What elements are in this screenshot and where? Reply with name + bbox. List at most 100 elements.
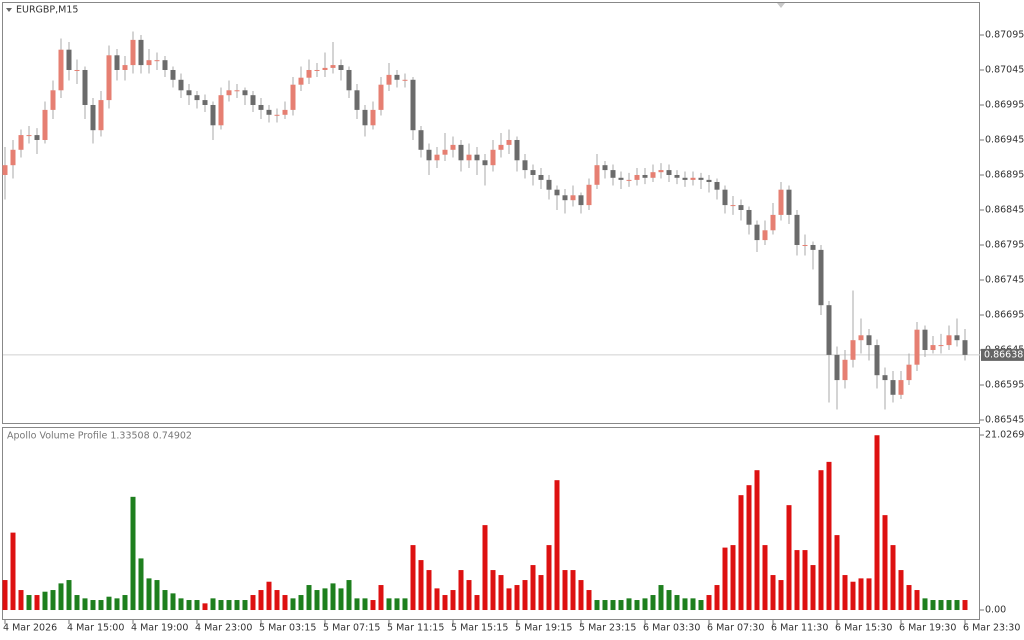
x-tick-label: 5 Mar 03:15 — [259, 623, 316, 634]
volume-bar — [434, 588, 440, 611]
candle-body — [666, 170, 672, 175]
volume-bar — [602, 600, 608, 611]
volume-bar — [802, 550, 808, 611]
candle-body — [762, 230, 768, 241]
volume-bar — [698, 600, 704, 611]
candle-body — [794, 214, 800, 245]
volume-bar — [234, 600, 240, 611]
volume-bar — [938, 600, 944, 611]
candle-body — [338, 65, 344, 70]
volume-bar — [410, 545, 416, 611]
x-tick-label: 4 Mar 23:00 — [195, 623, 252, 634]
candle-body — [122, 65, 128, 70]
candle-body — [346, 69, 352, 91]
volume-bar — [50, 590, 56, 611]
volume-bar — [570, 570, 576, 611]
volume-bar — [554, 480, 560, 611]
candle-body — [538, 174, 544, 180]
indicator-title: Apollo Volume Profile 1.33508 0.74902 — [7, 431, 192, 442]
candle-body — [890, 380, 896, 395]
candle-body — [898, 380, 904, 395]
volume-bar — [42, 591, 48, 611]
candle-body — [458, 144, 464, 161]
candle-body — [178, 79, 184, 91]
candle-body — [962, 340, 968, 355]
y-tick-label: 0.86945 — [985, 134, 1024, 145]
candle-body — [770, 214, 776, 231]
candle-body — [50, 90, 56, 110]
volume-bar — [874, 435, 880, 611]
candle-body — [882, 375, 888, 381]
candle-body — [730, 205, 736, 207]
volume-bar — [218, 600, 224, 611]
volume-bar — [98, 600, 104, 611]
x-tick-label: 5 Mar 15:15 — [451, 623, 508, 634]
volume-bar — [786, 505, 792, 611]
candle-body — [618, 177, 624, 180]
x-tick-label: 6 Mar 23:30 — [963, 623, 1020, 634]
candle-body — [18, 135, 24, 150]
candle-body — [66, 49, 72, 70]
candle-body — [802, 244, 808, 246]
y-tick-label: 0.87045 — [985, 64, 1024, 75]
volume-bar — [706, 595, 712, 611]
candle-body — [234, 90, 240, 92]
volume-bar — [202, 603, 208, 611]
candle-body — [642, 174, 648, 178]
volume-bar — [546, 545, 552, 611]
candle-body — [562, 195, 568, 201]
candle-body — [298, 77, 304, 85]
candle-body — [482, 160, 488, 166]
volume-bar — [506, 588, 512, 611]
candle-body — [426, 149, 432, 161]
candle-body — [498, 144, 504, 150]
candle-body — [354, 90, 360, 110]
candle-body — [930, 345, 936, 350]
candle-body — [594, 165, 600, 185]
x-tick-label: 5 Mar 11:15 — [387, 623, 444, 634]
volume-bar — [362, 598, 368, 611]
volume-bar — [466, 580, 472, 611]
candle-body — [546, 179, 552, 190]
volume-bar — [962, 600, 968, 611]
candle-body — [138, 39, 144, 66]
volume-bar — [930, 600, 936, 611]
volume-bar — [194, 600, 200, 611]
x-tick-label: 5 Mar 07:15 — [323, 623, 380, 634]
candle-body — [90, 104, 96, 131]
candle-body — [946, 335, 952, 346]
candle-body — [922, 329, 928, 350]
volume-bar — [266, 581, 272, 611]
candle-body — [698, 177, 704, 180]
volume-bar — [82, 598, 88, 611]
volume-bar — [298, 595, 304, 611]
candle-body — [602, 165, 608, 171]
candle-body — [826, 305, 832, 355]
volume-bar — [178, 598, 184, 611]
candle-body — [554, 189, 560, 196]
candle-body — [722, 189, 728, 206]
candle-body — [330, 65, 336, 68]
candle-body — [402, 79, 408, 81]
volume-bar — [866, 578, 872, 611]
candle-body — [866, 335, 872, 346]
volume-bar — [618, 600, 624, 611]
volume-bar — [722, 547, 728, 611]
candle-body — [682, 177, 688, 180]
candle-body — [522, 160, 528, 171]
volume-bar — [282, 595, 288, 611]
volume-bar — [170, 593, 176, 611]
volume-bar — [578, 580, 584, 611]
candle-body — [490, 149, 496, 166]
volume-bar — [954, 600, 960, 611]
volume-bar — [762, 545, 768, 611]
symbol-menu-arrow[interactable] — [6, 8, 12, 12]
volume-bar — [186, 600, 192, 611]
x-tick-label: 6 Mar 19:30 — [899, 623, 956, 634]
candle-body — [754, 224, 760, 241]
volume-bar — [250, 595, 256, 611]
volume-bar — [74, 595, 80, 611]
candle-body — [786, 189, 792, 215]
x-tick-label: 4 Mar 15:00 — [67, 623, 124, 634]
